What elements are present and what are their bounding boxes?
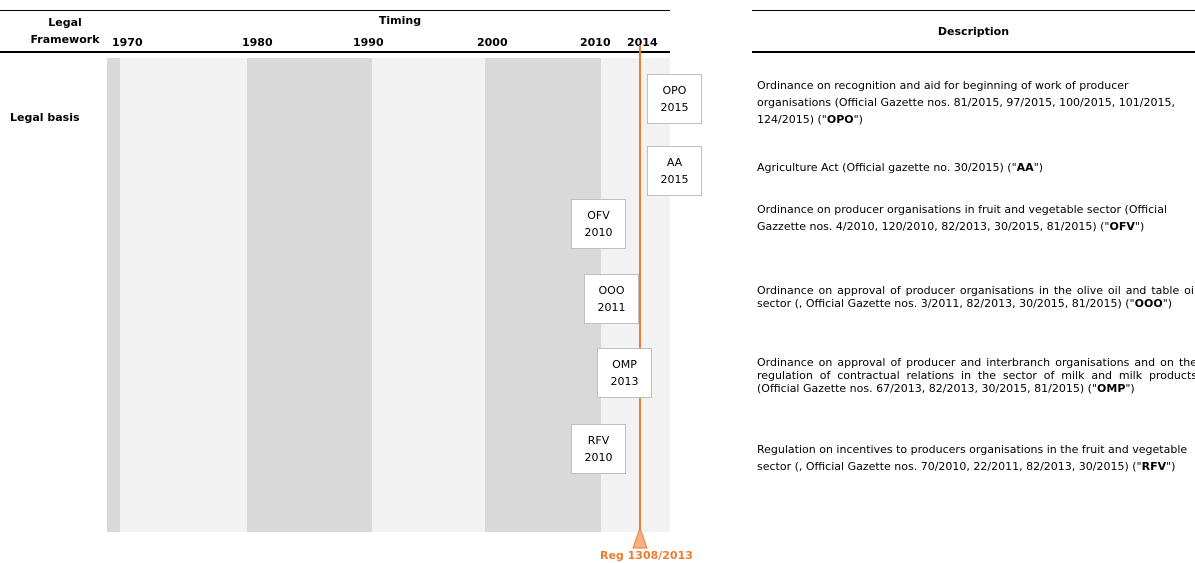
- band: [107, 58, 120, 532]
- box-name: OMP: [612, 358, 637, 371]
- description-abbr: AA: [1016, 161, 1034, 174]
- description-text: Ordinance on approval of producer organi…: [757, 284, 1195, 310]
- band: [372, 58, 485, 532]
- year-label: 2014: [627, 36, 658, 49]
- description: Ordinance on recognition and aid for beg…: [757, 77, 1195, 128]
- law-box: OMP 2013: [597, 348, 652, 398]
- description-abbr: OMP: [1097, 382, 1126, 395]
- description-end: "): [1125, 382, 1135, 395]
- description-end: "): [1134, 220, 1145, 233]
- year-label: 2000: [477, 36, 508, 49]
- law-box: OPO 2015: [647, 74, 702, 124]
- band: [120, 58, 247, 532]
- timing-header: Timing: [378, 14, 422, 27]
- description: Ordinance on approval of producer organi…: [757, 284, 1195, 310]
- law-box: OFV 2010: [571, 199, 626, 249]
- box-name: OFV: [587, 209, 610, 222]
- year-label: 2010: [580, 36, 611, 49]
- box-year: 2011: [597, 301, 626, 314]
- box-name: RFV: [587, 434, 610, 447]
- header-top-line: [0, 10, 670, 11]
- law-box: RFV 2010: [571, 424, 626, 474]
- desc-top-line: [752, 10, 1195, 11]
- header-bottom-line: [0, 51, 670, 53]
- box-year: 2010: [584, 226, 613, 239]
- description-end: "): [1162, 297, 1173, 310]
- description-abbr: OOO: [1134, 297, 1163, 310]
- year-label: 1990: [353, 36, 384, 49]
- year-label: 1970: [112, 36, 143, 49]
- description-abbr: OPO: [826, 113, 854, 126]
- law-box: OOO 2011: [584, 274, 639, 324]
- marker-line: [639, 45, 641, 530]
- description-abbr: OFV: [1109, 220, 1135, 233]
- description-text: Regulation on incentives to producers or…: [757, 443, 1188, 473]
- box-name: OPO: [662, 84, 687, 97]
- description-text: Ordinance on approval of producer and in…: [757, 356, 1195, 395]
- description-header: Description: [937, 25, 1010, 38]
- row-label: Legal basis: [10, 111, 80, 124]
- box-year: 2010: [584, 451, 613, 464]
- description-abbr: RFV: [1141, 460, 1167, 473]
- desc-bottom-line: [752, 51, 1195, 53]
- box-year: 2013: [610, 375, 639, 388]
- box-name: AA: [666, 156, 683, 169]
- description: Regulation on incentives to producers or…: [757, 441, 1195, 475]
- marker-label: Reg 1308/2013: [600, 549, 693, 562]
- description-end: "): [853, 113, 863, 126]
- marker-triangle: [632, 527, 648, 549]
- description-end: "): [1033, 161, 1044, 174]
- box-year: 2015: [660, 101, 689, 114]
- law-box: AA 2015: [647, 146, 702, 196]
- year-label: 1980: [242, 36, 273, 49]
- description-end: "): [1166, 460, 1176, 473]
- box-year: 2015: [660, 173, 689, 186]
- description: Agriculture Act (Official gazette no. 30…: [757, 159, 1195, 176]
- description-text: Ordinance on recognition and aid for beg…: [757, 79, 1175, 126]
- framework-header: Legal Framework: [30, 16, 100, 46]
- band: [247, 58, 372, 532]
- description: Ordinance on producer organisations in f…: [757, 201, 1195, 235]
- box-name: OOO: [598, 284, 625, 297]
- description: Ordinance on approval of producer and in…: [757, 356, 1195, 395]
- description-text: Agriculture Act (Official gazette no. 30…: [757, 161, 1017, 174]
- description-text: Ordinance on producer organisations in f…: [757, 203, 1168, 233]
